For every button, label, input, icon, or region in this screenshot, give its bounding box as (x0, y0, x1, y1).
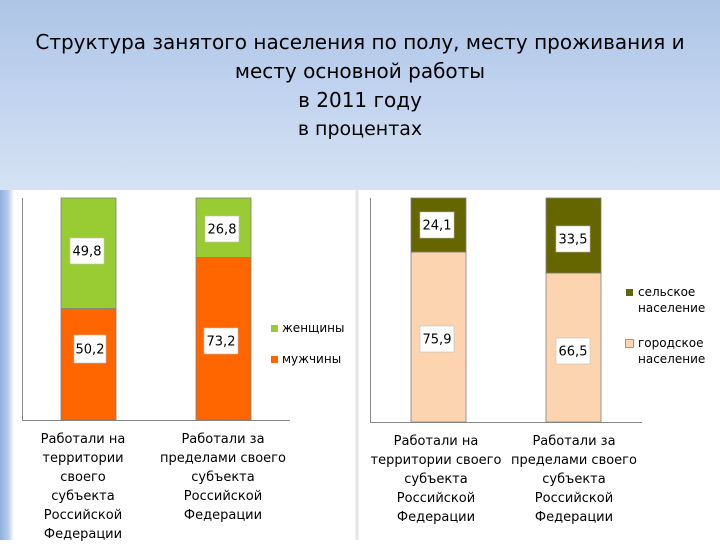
cat-line: субъекта (542, 472, 606, 487)
plot-background (14, 190, 720, 540)
cat-line: Российской (534, 491, 614, 506)
chart2-data-label: 33,5 (559, 233, 588, 248)
cat-line: пределами своего (511, 453, 637, 468)
cat-line: Федерации (43, 527, 123, 542)
cat-line: субъекта (404, 472, 468, 487)
cat-line: Российской (396, 491, 476, 506)
chart1-data-label: 73,2 (207, 335, 236, 350)
legend-swatch-rural (626, 289, 633, 296)
chart2-data-label: 75,9 (423, 333, 452, 348)
legend-label-urban: городское население (638, 336, 706, 366)
chart1-category-label-1: Работали на территории своего субъекта Р… (18, 430, 148, 544)
chart2-data-label: 66,5 (559, 345, 588, 360)
title-banner (0, 0, 720, 190)
cat-line: субъекта (191, 470, 255, 485)
legend-swatch-urban (625, 339, 634, 348)
chart1-data-label: 49,8 (73, 245, 102, 260)
cat-line: территории своего (370, 453, 502, 468)
cat-line: Работали за (532, 434, 616, 449)
chart1-bar-мужчины-1 (60, 308, 117, 421)
chart2-category-label-2: Работали за пределами своего субъекта Ро… (506, 432, 642, 527)
cat-line: Российской (183, 489, 263, 504)
cat-line: Работали на (40, 432, 126, 447)
title-line-1: Структура занятого населения по полу, ме… (35, 30, 685, 54)
title-line-2: месту основной работы (234, 59, 486, 83)
legend-label-rural: сельское население (638, 285, 706, 315)
sidebar-accent (0, 190, 14, 540)
cat-line: Работали за (181, 432, 265, 447)
chart2-category-label-1: Работали на территории своего субъекта Р… (368, 432, 504, 527)
chart2-data-label-box (419, 211, 455, 239)
legend-label-women: женщины (282, 321, 345, 335)
cat-line: субъекта (51, 489, 115, 504)
cat-line: Федерации (396, 510, 476, 525)
chart1-category-label-2: Работали за пределами своего субъекта Ро… (158, 430, 288, 525)
legend-swatch-men (271, 356, 278, 363)
cat-line: Федерации (534, 510, 614, 525)
legend-swatch-women (271, 325, 278, 332)
chart1-data-label: 26,8 (208, 223, 237, 238)
chart-subtitle: в процентах (297, 118, 423, 140)
cat-line: Российской (43, 508, 123, 523)
legend-label-men: мужчины (282, 352, 342, 366)
chart2-data-label-box (555, 225, 591, 253)
chart2-data-label-box (555, 337, 591, 365)
title-line-3: в 2011 году (298, 88, 422, 112)
cat-line: территории своего (42, 451, 124, 485)
chart-title: Структура занятого населения по полу, ме… (0, 28, 720, 144)
chart2-data-label-box (419, 325, 455, 353)
cat-line: Федерации (183, 508, 263, 523)
cat-line: Работали на (393, 434, 479, 449)
cat-line: пределами своего (160, 451, 286, 466)
chart1-data-label: 50,2 (76, 343, 105, 358)
chart1-data-label-box (73, 334, 107, 364)
chart1-data-label-box (69, 237, 105, 265)
chart2-data-label: 24,1 (423, 219, 452, 234)
chart1-data-label-box (203, 327, 239, 355)
chart1-data-label-box (204, 215, 240, 243)
